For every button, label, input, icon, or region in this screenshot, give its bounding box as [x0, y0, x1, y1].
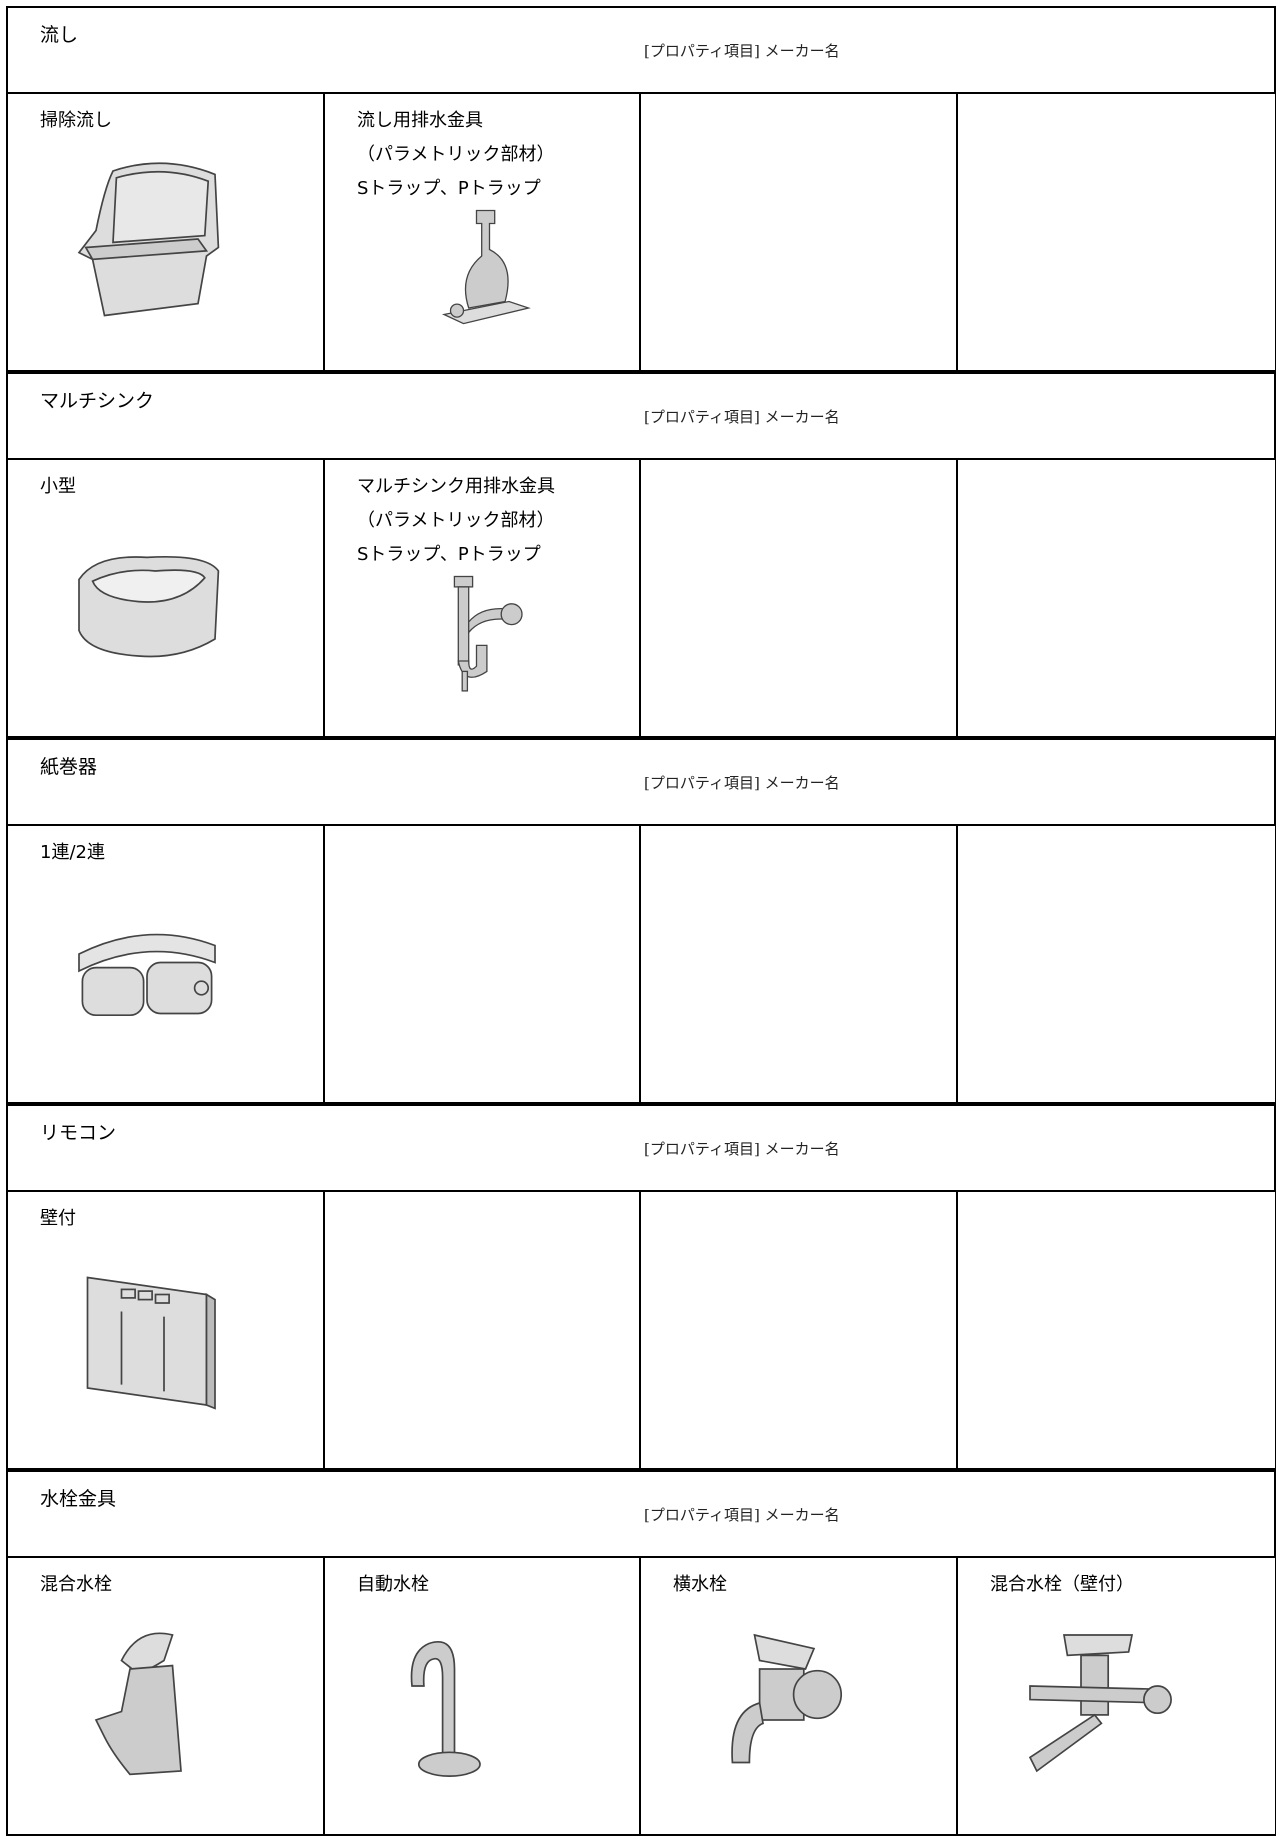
item-label: 自動水栓: [357, 1574, 429, 1595]
item-cell: 自動水栓: [323, 1556, 641, 1836]
item-cell: [956, 1190, 1276, 1470]
section-header: 水栓金具 [プロパティ項目] メーカー名: [6, 1470, 1276, 1558]
item-cell: 1連/2連: [6, 824, 325, 1104]
section-header: 紙巻器 [プロパティ項目] メーカー名: [6, 738, 1276, 826]
section-title: 流し: [40, 24, 79, 46]
item-cell: [639, 1190, 958, 1470]
property-label: [プロパティ項目] メーカー名: [644, 774, 840, 792]
property-label: [プロパティ項目] メーカー名: [644, 408, 840, 426]
property-label: [プロパティ項目] メーカー名: [644, 1140, 840, 1158]
item-label: 混合水栓: [40, 1574, 112, 1595]
item-cell: [956, 92, 1276, 372]
section-header: マルチシンク [プロパティ項目] メーカー名: [6, 372, 1276, 460]
item-label: 壁付: [40, 1208, 76, 1229]
item-cell: 横水栓: [639, 1556, 958, 1836]
item-cell: 混合水栓（壁付）: [956, 1556, 1276, 1836]
item-cell: [639, 92, 958, 372]
section-title: 水栓金具: [40, 1488, 117, 1510]
item-label: 掃除流し: [40, 110, 112, 131]
item-label: 1連/2連: [40, 842, 105, 863]
section-header: リモコン [プロパティ項目] メーカー名: [6, 1104, 1276, 1192]
item-label: Sトラップ、Pトラップ: [357, 544, 541, 565]
property-label: [プロパティ項目] メーカー名: [644, 1506, 840, 1524]
item-label: 横水栓: [673, 1574, 727, 1595]
section-header: 流し [プロパティ項目] メーカー名: [6, 6, 1276, 94]
section-title: 紙巻器: [40, 756, 98, 778]
item-label: Sトラップ、Pトラップ: [357, 178, 541, 199]
item-label: 混合水栓（壁付）: [990, 1574, 1134, 1595]
item-cell: 小型: [6, 458, 325, 738]
item-cell: [956, 458, 1276, 738]
item-illustration: [730, 1634, 842, 1764]
item-illustration: [94, 1632, 182, 1776]
item-cell: [639, 458, 958, 738]
item-illustration: [77, 555, 219, 658]
item-illustration: [77, 162, 219, 317]
property-label: [プロパティ項目] メーカー名: [644, 42, 840, 60]
item-cell: 壁付: [6, 1190, 325, 1470]
section-title: マルチシンク: [40, 390, 155, 412]
item-cell: マルチシンク用排水金具 （パラメトリック部材） Sトラップ、Pトラップ: [323, 458, 641, 738]
item-cell: 混合水栓: [6, 1556, 325, 1836]
item-label: （パラメトリック部材）: [357, 510, 555, 531]
item-illustration: [86, 1276, 216, 1410]
item-illustration: [410, 1640, 481, 1777]
item-cell: [323, 824, 641, 1104]
item-label: マルチシンク用排水金具: [357, 476, 555, 497]
item-cell: [639, 824, 958, 1104]
item-label: 流し用排水金具: [357, 110, 483, 131]
item-illustration: [443, 209, 530, 325]
item-cell: [323, 1190, 641, 1470]
item-illustration: [1028, 1634, 1172, 1772]
item-cell: 掃除流し: [6, 92, 325, 372]
section-title: リモコン: [40, 1122, 117, 1144]
item-cell: 流し用排水金具 （パラメトリック部材） Sトラップ、Pトラップ: [323, 92, 641, 372]
item-illustration: [77, 933, 216, 1017]
item-cell: [956, 824, 1276, 1104]
item-label: （パラメトリック部材）: [357, 144, 555, 165]
item-label: 小型: [40, 476, 76, 497]
item-illustration: [453, 575, 523, 692]
